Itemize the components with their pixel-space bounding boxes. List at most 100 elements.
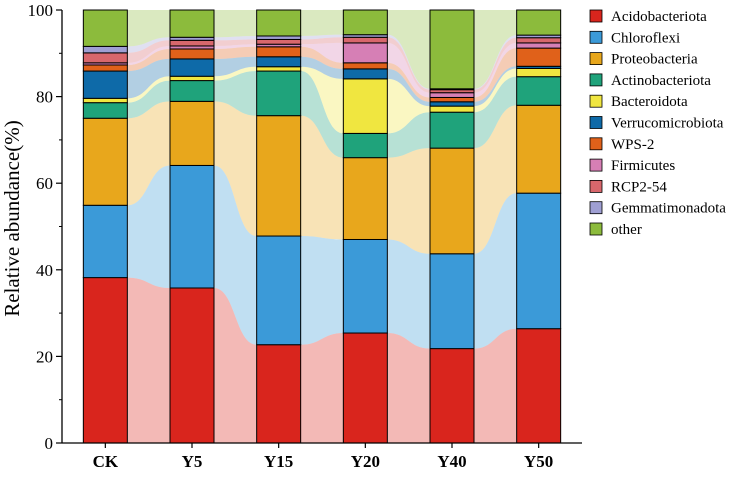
legend-swatch-other bbox=[589, 222, 603, 236]
ribbon-verrucomicrobiota-ck-y5 bbox=[127, 58, 170, 99]
bar-y15-gemmatimonadota: Gemmatimonadota (Y15): 0.8 bbox=[256, 35, 302, 40]
ribbon-proteobacteria-ck-y5 bbox=[127, 101, 170, 206]
ribbon-other-y5-y15 bbox=[214, 10, 257, 38]
bar-y15-rcp2-54: RCP2-54 (Y15): 1.1 bbox=[256, 38, 302, 45]
ribbon-other-y40-y50 bbox=[474, 10, 517, 89]
bar-y5-acidobacteriota: Acidobacteriota (Y5): 35.8 bbox=[169, 287, 215, 444]
ribbon-bacteroidota-y15-y20 bbox=[300, 66, 344, 134]
y-tick-label-0: 0 bbox=[45, 434, 54, 453]
ribbon-proteobacteria-y20-y40 bbox=[387, 148, 430, 254]
ribbon-proteobacteria-y40-y50 bbox=[474, 105, 517, 254]
bar-ck-verrucomicrobiota: Verrucomicrobiota (CK): 6.3 bbox=[82, 70, 128, 99]
legend-label-other: other bbox=[611, 222, 642, 238]
bar-y20-verrucomicrobiota: Verrucomicrobiota (Y20): 2.3 bbox=[342, 68, 388, 80]
ribbon-gemmatimonadota-ck-y5 bbox=[127, 37, 170, 53]
x-tick-label-y5: Y5 bbox=[182, 452, 203, 471]
bar-y5-verrucomicrobiota: Verrucomicrobiota (Y5): 4 bbox=[169, 58, 215, 77]
bar-y40-actinobacteriota: Actinobacteriota (Y40): 8.3 bbox=[429, 111, 475, 149]
legend-swatch-proteobacteria bbox=[589, 52, 603, 65]
ribbon-gemmatimonadota-y15-y20 bbox=[300, 34, 344, 40]
ribbon-actinobacteriota-ck-y5 bbox=[127, 80, 170, 119]
ribbon-proteobacteria-y15-y20 bbox=[300, 115, 344, 240]
legend-swatch-wps-2 bbox=[589, 137, 603, 151]
ribbon-verrucomicrobiota-y20-y40 bbox=[387, 68, 430, 107]
legend-swatch-bacteroidota bbox=[589, 94, 603, 108]
x-tick-label-y20: Y20 bbox=[351, 452, 380, 471]
bar-y20-firmicutes: Firmicutes (Y20): 4.6 bbox=[342, 42, 388, 64]
ribbon-other-y15-y20 bbox=[300, 10, 344, 36]
ribbon-wps-2-y15-y20 bbox=[300, 46, 344, 69]
legend-swatch-gemmatimonadota bbox=[589, 201, 603, 215]
bar-y5-bacteroidota: Bacteroidota (Y5): 1 bbox=[169, 75, 215, 82]
ribbon-wps-2-y40-y50 bbox=[474, 48, 517, 102]
ribbon-actinobacteriota-y20-y40 bbox=[387, 112, 430, 158]
bar-y20-other: other (Y20): 5.7 bbox=[342, 9, 388, 36]
bar-y5-wps-2: WPS-2 (Y5): 2.3 bbox=[169, 48, 215, 60]
ribbon-rcp2-54-ck-y5 bbox=[127, 40, 170, 63]
bar-y5-other: other (Y5): 6.3 bbox=[169, 9, 215, 38]
legend-label-gemmatimonadota: Gemmatimonadota bbox=[611, 201, 726, 217]
ribbon-acidobacteriota-ck-y5 bbox=[127, 277, 170, 443]
bar-y5-chloroflexi: Chloroflexi (Y5): 28.3 bbox=[169, 164, 215, 289]
bar-y5-actinobacteriota: Actinobacteriota (Y5): 4.8 bbox=[169, 80, 215, 102]
legend-label-firmicutes: Firmicutes bbox=[611, 158, 675, 174]
bar-y50-proteobacteria: Proteobacteria (Y50): 20.3 bbox=[516, 104, 562, 194]
bar-y40-bacteroidota: Bacteroidota (Y40): 1.4 bbox=[429, 105, 475, 113]
bar-y20-rcp2-54: RCP2-54 (Y20): 1.3 bbox=[342, 36, 388, 44]
ribbon-bacteroidota-ck-y5 bbox=[127, 76, 170, 103]
ribbon-gemmatimonadota-y5-y15 bbox=[214, 35, 257, 41]
ribbon-bacteroidota-y40-y50 bbox=[474, 68, 517, 113]
legend-label-proteobacteria: Proteobacteria bbox=[611, 52, 698, 68]
ribbon-chloroflexi-ck-y5 bbox=[127, 165, 170, 288]
ribbon-acidobacteriota-y20-y40 bbox=[387, 333, 430, 443]
bar-y5-proteobacteria: Proteobacteria (Y5): 14.8 bbox=[169, 100, 215, 166]
y-tick-label-60: 60 bbox=[36, 174, 53, 193]
ribbon-chloroflexi-y15-y20 bbox=[300, 236, 344, 345]
bar-ck-proteobacteria: Proteobacteria (CK): 20.1 bbox=[82, 117, 128, 206]
legend-label-rcp2-54: RCP2-54 bbox=[611, 179, 667, 195]
bar-y50-firmicutes: Firmicutes (Y50): 1.2 bbox=[516, 42, 562, 49]
x-tick-label-y50: Y50 bbox=[524, 452, 553, 471]
bar-ck-acidobacteriota: Acidobacteriota (CK): 38.2 bbox=[82, 277, 128, 444]
bar-y40-verrucomicrobiota: Verrucomicrobiota (Y40): 1 bbox=[429, 101, 475, 107]
y-axis-title: Relative abundance(%) bbox=[0, 120, 24, 317]
bar-y20-chloroflexi: Chloroflexi (Y20): 21.6 bbox=[342, 238, 388, 334]
bar-y20-wps-2: WPS-2 (Y20): 1.4 bbox=[342, 62, 388, 70]
bar-y50-other: other (Y50): 5.8 bbox=[516, 9, 562, 36]
bar-y40-firmicutes: Firmicutes (Y40): 1.1 bbox=[429, 92, 475, 98]
legend-swatch-actinobacteriota bbox=[589, 73, 603, 87]
x-tick-label-y40: Y40 bbox=[437, 452, 466, 471]
bar-y15-other: other (Y15): 6 bbox=[256, 9, 302, 37]
legend-label-acidobacteriota: Acidobacteriota bbox=[611, 9, 707, 25]
ribbon-chloroflexi-y20-y40 bbox=[387, 239, 430, 349]
legend-swatch-firmicutes bbox=[589, 158, 603, 172]
legend-label-actinobacteriota: Actinobacteriota bbox=[611, 73, 711, 89]
ribbon-verrucomicrobiota-y15-y20 bbox=[300, 56, 344, 79]
bar-y15-bacteroidota: Bacteroidota (Y15): 1 bbox=[256, 66, 302, 72]
bar-y40-other: other (Y40): 18.2 bbox=[429, 9, 475, 90]
legend-swatch-verrucomicrobiota bbox=[589, 116, 603, 129]
bar-layer: Acidobacteriota (CK): 38.2Chloroflexi (C… bbox=[82, 9, 562, 444]
bar-y40-wps-2: WPS-2 (Y40): 1 bbox=[429, 96, 475, 103]
ribbon-firmicutes-y15-y20 bbox=[300, 42, 344, 63]
ribbon-acidobacteriota-y5-y15 bbox=[214, 287, 257, 443]
ribbon-firmicutes-ck-y5 bbox=[127, 45, 170, 65]
bar-y15-chloroflexi: Chloroflexi (Y15): 25.1 bbox=[256, 235, 302, 346]
ribbon-acidobacteriota-y15-y20 bbox=[300, 333, 344, 443]
ribbon-layer bbox=[127, 10, 517, 443]
bar-ck-other: other (CK): 8.4 bbox=[82, 9, 128, 47]
legend-swatch-acidobacteriota bbox=[589, 9, 603, 23]
bar-y15-wps-2: WPS-2 (Y15): 2.3 bbox=[256, 46, 302, 58]
y-tick-label-20: 20 bbox=[36, 347, 53, 366]
ribbon-gemmatimonadota-y40-y50 bbox=[474, 35, 517, 90]
ribbon-firmicutes-y20-y40 bbox=[387, 42, 430, 98]
ribbon-actinobacteriota-y40-y50 bbox=[474, 76, 517, 149]
ribbon-actinobacteriota-y5-y15 bbox=[214, 71, 257, 116]
bar-y50-wps-2: WPS-2 (Y50): 4.2 bbox=[516, 47, 562, 67]
ribbon-other-y20-y40 bbox=[387, 10, 430, 89]
bar-y50-bacteroidota: Bacteroidota (Y50): 1.9 bbox=[516, 67, 562, 78]
ribbon-gemmatimonadota-y20-y40 bbox=[387, 34, 430, 90]
y-tick-label-80: 80 bbox=[36, 88, 53, 107]
ribbon-wps-2-y20-y40 bbox=[387, 62, 430, 102]
ribbon-other-ck-y5 bbox=[127, 10, 170, 47]
